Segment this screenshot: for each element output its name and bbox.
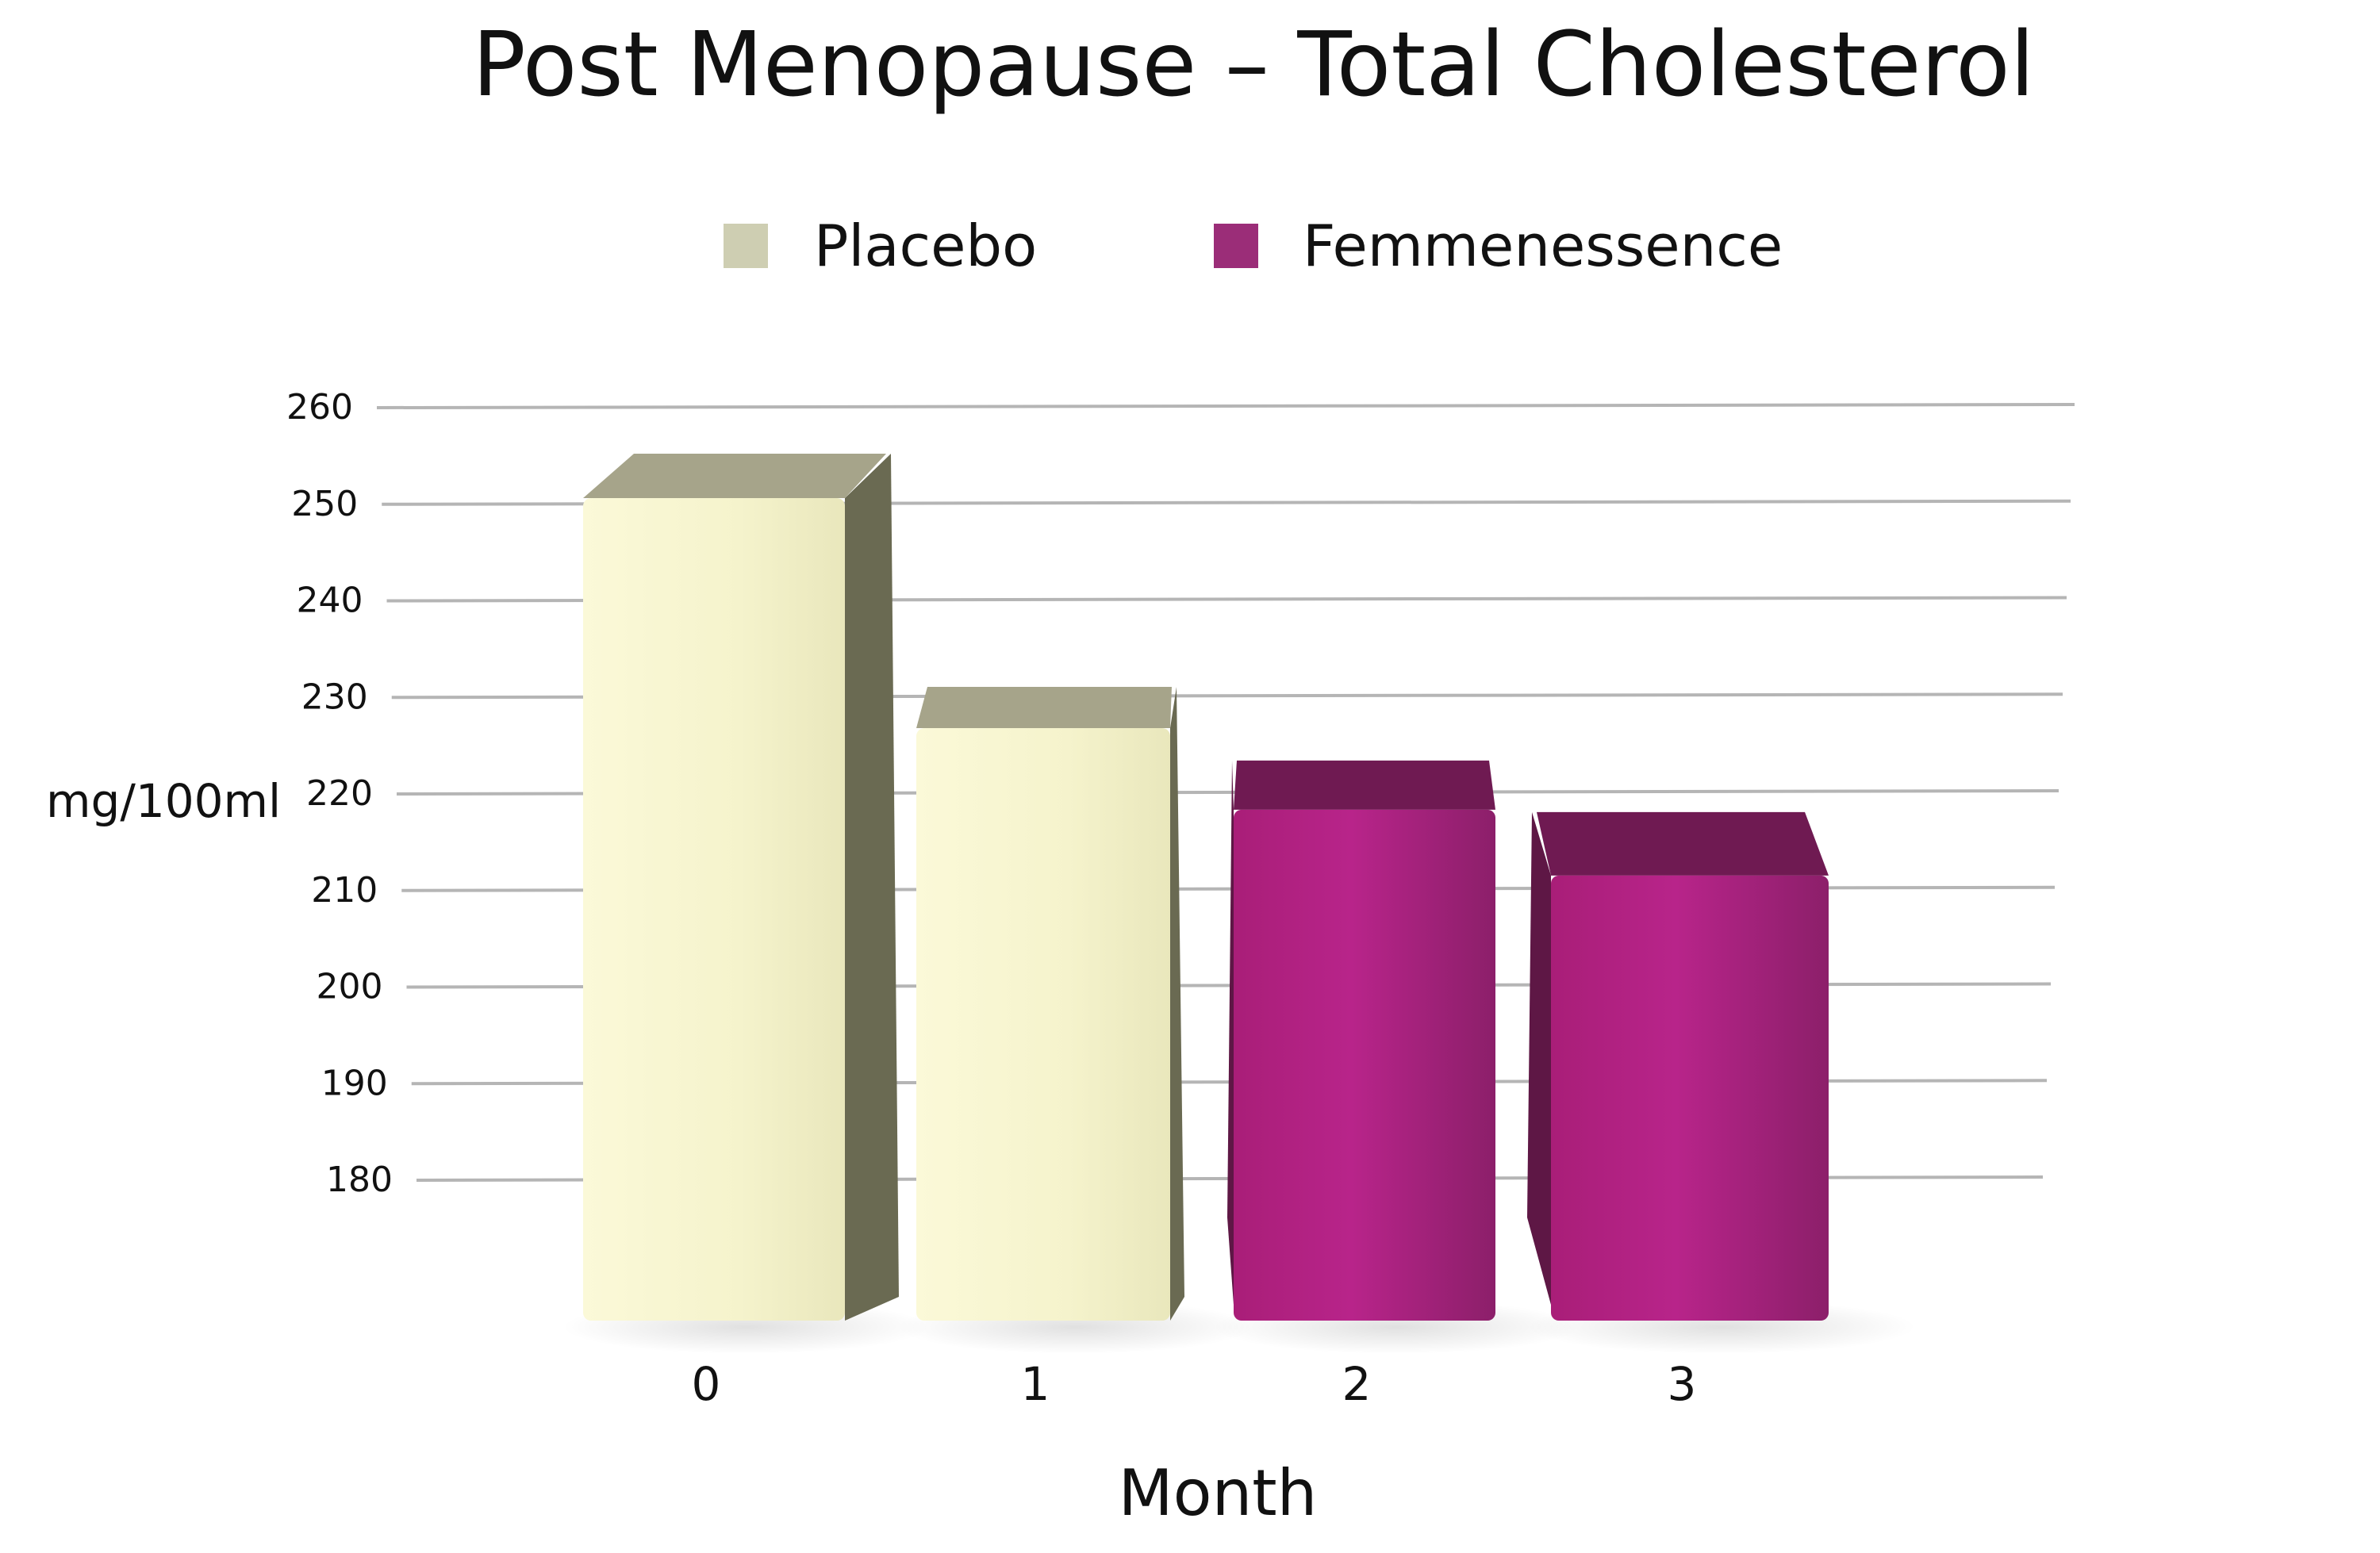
x-tick-labels: 0 1 2 3: [692, 1357, 1697, 1411]
bar-0: [562, 454, 929, 1354]
bar-2: [1213, 760, 1580, 1354]
gridline: [376, 403, 2075, 409]
y-tick-labels: 260 250 240 230 220 210 200 190 180: [286, 387, 393, 1200]
y-tick-label: 230: [301, 677, 368, 717]
y-tick-label: 190: [321, 1063, 388, 1103]
bar-side: [1527, 811, 1551, 1305]
legend-label-placebo: Placebo: [814, 213, 1037, 279]
bar-front: [583, 498, 845, 1321]
chart-title: Post Menopause – Total Cholesterol: [472, 13, 2034, 117]
bar-top: [1234, 760, 1495, 810]
y-axis-label: mg/100ml: [46, 774, 281, 828]
x-tick-label: 3: [1668, 1357, 1697, 1411]
legend-swatch-placebo: [724, 224, 768, 268]
x-tick-label: 1: [1021, 1357, 1050, 1411]
x-axis-label: Month: [1119, 1456, 1318, 1530]
bar-side: [845, 454, 899, 1321]
bar-side: [1227, 760, 1234, 1305]
bar-front: [1234, 809, 1495, 1321]
bar-front: [916, 728, 1170, 1321]
y-tick-label: 180: [326, 1160, 393, 1200]
legend: Placebo Femmenessence: [724, 213, 1783, 279]
y-tick-label: 240: [297, 581, 363, 621]
bars: [562, 454, 1916, 1354]
y-tick-label: 220: [306, 773, 373, 814]
y-tick-label: 210: [311, 870, 378, 911]
x-tick-label: 0: [692, 1357, 721, 1411]
bar-top: [916, 687, 1172, 729]
x-tick-label: 2: [1342, 1357, 1372, 1411]
legend-label-femmenessence: Femmenessence: [1303, 213, 1783, 279]
bar-front: [1551, 875, 1829, 1321]
legend-swatch-femmenessence: [1214, 224, 1258, 268]
y-tick-label: 250: [291, 484, 358, 524]
bar-top: [1537, 811, 1829, 876]
y-tick-label: 200: [317, 967, 383, 1007]
bar-3: [1527, 811, 1916, 1354]
bar-top: [583, 454, 886, 499]
bar-side: [1170, 687, 1184, 1321]
y-tick-label: 260: [286, 387, 353, 428]
bar-1: [897, 687, 1253, 1354]
